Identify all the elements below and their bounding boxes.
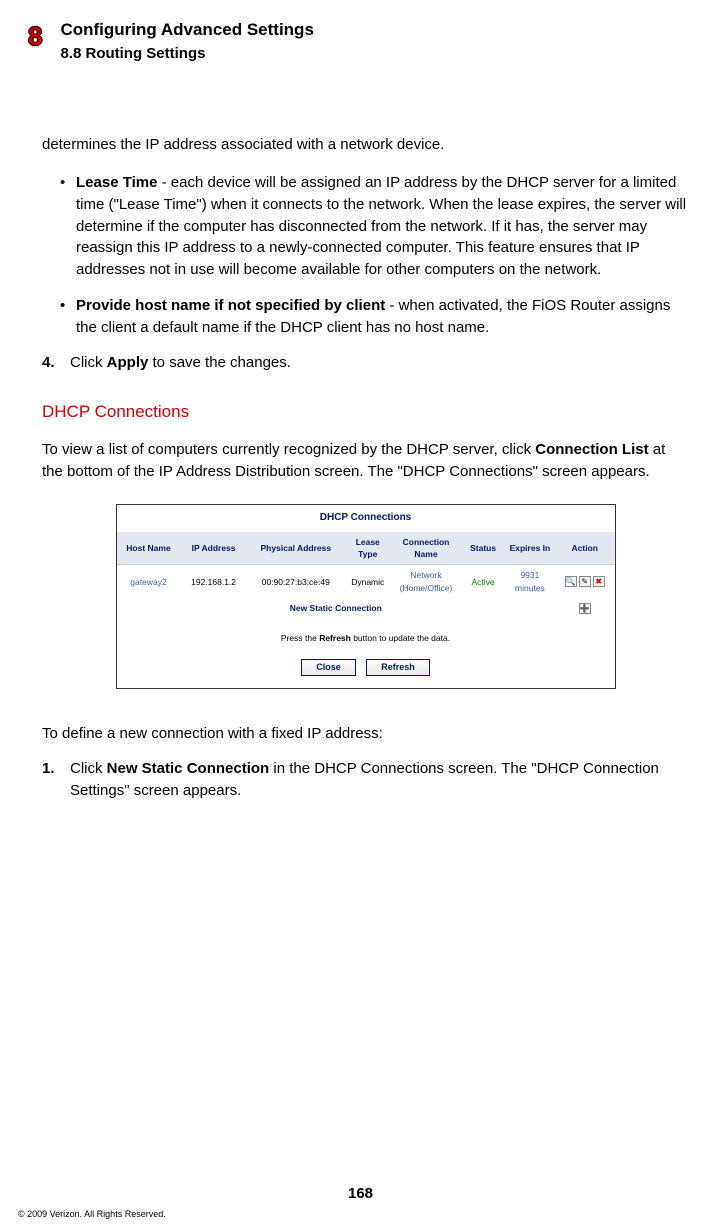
step-number: 4. [42,352,70,374]
step-4: 4. Click Apply to save the changes. [42,352,689,374]
hint-bold: Refresh [319,633,351,643]
cell-host-name[interactable]: gateway2 [117,565,181,598]
col-host-name: Host Name [117,532,181,565]
bullet-body: - each device will be assigned an IP add… [76,174,686,278]
bullet-text: Provide host name if not specified by cl… [76,295,689,339]
connection-list-paragraph: To view a list of computers currently re… [42,439,689,483]
chapter-title: Configuring Advanced Settings [60,18,313,43]
dhcp-table: Host Name IP Address Physical Address Le… [117,532,615,619]
bullet-marker: • [60,172,76,281]
cell-expires: 9931 minutes [505,565,555,598]
header-titles: Configuring Advanced Settings 8.8 Routin… [60,18,313,64]
define-paragraph: To define a new connection with a fixed … [42,723,689,745]
step-body: Click New Static Connection in the DHCP … [70,758,689,802]
step-bold: New Static Connection [107,760,270,777]
cell-status: Active [461,565,504,598]
bullet-term: Lease Time [76,174,157,191]
edit-icon[interactable]: ✎ [579,576,591,587]
copyright: © 2009 Verizon. All Rights Reserved. [18,1208,166,1221]
refresh-hint: Press the Refresh button to update the d… [117,618,615,658]
para-pre: To view a list of computers currently re… [42,441,535,458]
add-icon[interactable]: ➕ [579,603,591,614]
table-header-row: Host Name IP Address Physical Address Le… [117,532,615,565]
step-body: Click Apply to save the changes. [70,352,689,374]
cell-lease-type: Dynamic [345,565,391,598]
col-expires-in: Expires In [505,532,555,565]
col-connection-name: Connection Name [391,532,462,565]
step-post: to save the changes. [148,354,291,371]
page-body: determines the IP address associated wit… [0,64,721,802]
col-ip-address: IP Address [180,532,246,565]
refresh-button[interactable]: Refresh [366,659,430,676]
close-button[interactable]: Close [301,659,356,676]
dhcp-screenshot: DHCP Connections Host Name IP Address Ph… [42,504,689,688]
dhcp-panel-title: DHCP Connections [117,505,615,532]
bullet-text: Lease Time - each device will be assigne… [76,172,689,281]
bullet-marker: • [60,295,76,339]
bullet-list: • Lease Time - each device will be assig… [42,172,689,338]
intro-fragment: determines the IP address associated wit… [42,134,689,156]
para-bold: Connection List [535,441,648,458]
cell-mac: 00:90:27:b3:ce:49 [247,565,345,598]
bullet-term: Provide host name if not specified by cl… [76,297,385,314]
cell-action: 🔍 ✎ ✖ [555,565,614,598]
col-lease-type: Lease Type [345,532,391,565]
col-action: Action [555,532,614,565]
table-row: gateway2 192.168.1.2 00:90:27:b3:ce:49 D… [117,565,615,598]
bullet-item: • Provide host name if not specified by … [60,295,689,339]
step-number: 1. [42,758,70,802]
section-title: 8.8 Routing Settings [60,43,313,65]
step-pre: Click [70,760,107,777]
dhcp-connections-heading: DHCP Connections [42,400,689,425]
table-row-new-static: New Static Connection ➕ [117,598,615,618]
delete-icon[interactable]: ✖ [593,576,605,587]
chapter-number: 8 [28,18,42,56]
new-static-connection-link[interactable]: New Static Connection [117,598,556,618]
cell-ip: 192.168.1.2 [180,565,246,598]
step-bold: Apply [107,354,149,371]
page-header: 8 Configuring Advanced Settings 8.8 Rout… [0,0,721,64]
hint-post: button to update the data. [351,633,450,643]
hint-pre: Press the [281,633,319,643]
cell-connection-name[interactable]: Network (Home/Office) [391,565,462,598]
col-physical-address: Physical Address [247,532,345,565]
dhcp-panel: DHCP Connections Host Name IP Address Ph… [116,504,616,688]
col-status: Status [461,532,504,565]
cell-action-add: ➕ [555,598,614,618]
step-pre: Click [70,354,107,371]
bullet-item: • Lease Time - each device will be assig… [60,172,689,281]
step-1: 1. Click New Static Connection in the DH… [42,758,689,802]
button-row: Close Refresh [117,659,615,688]
view-icon[interactable]: 🔍 [565,576,577,587]
page-number: 168 [0,1183,721,1205]
